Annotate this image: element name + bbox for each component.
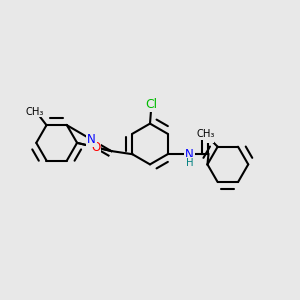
- Text: CH₃: CH₃: [196, 130, 214, 140]
- Text: Cl: Cl: [146, 98, 158, 111]
- Text: H: H: [186, 158, 193, 168]
- Text: CH₃: CH₃: [26, 107, 44, 117]
- Text: N: N: [185, 148, 194, 161]
- Text: O: O: [204, 129, 213, 142]
- Text: O: O: [91, 141, 101, 154]
- Text: N: N: [87, 133, 96, 146]
